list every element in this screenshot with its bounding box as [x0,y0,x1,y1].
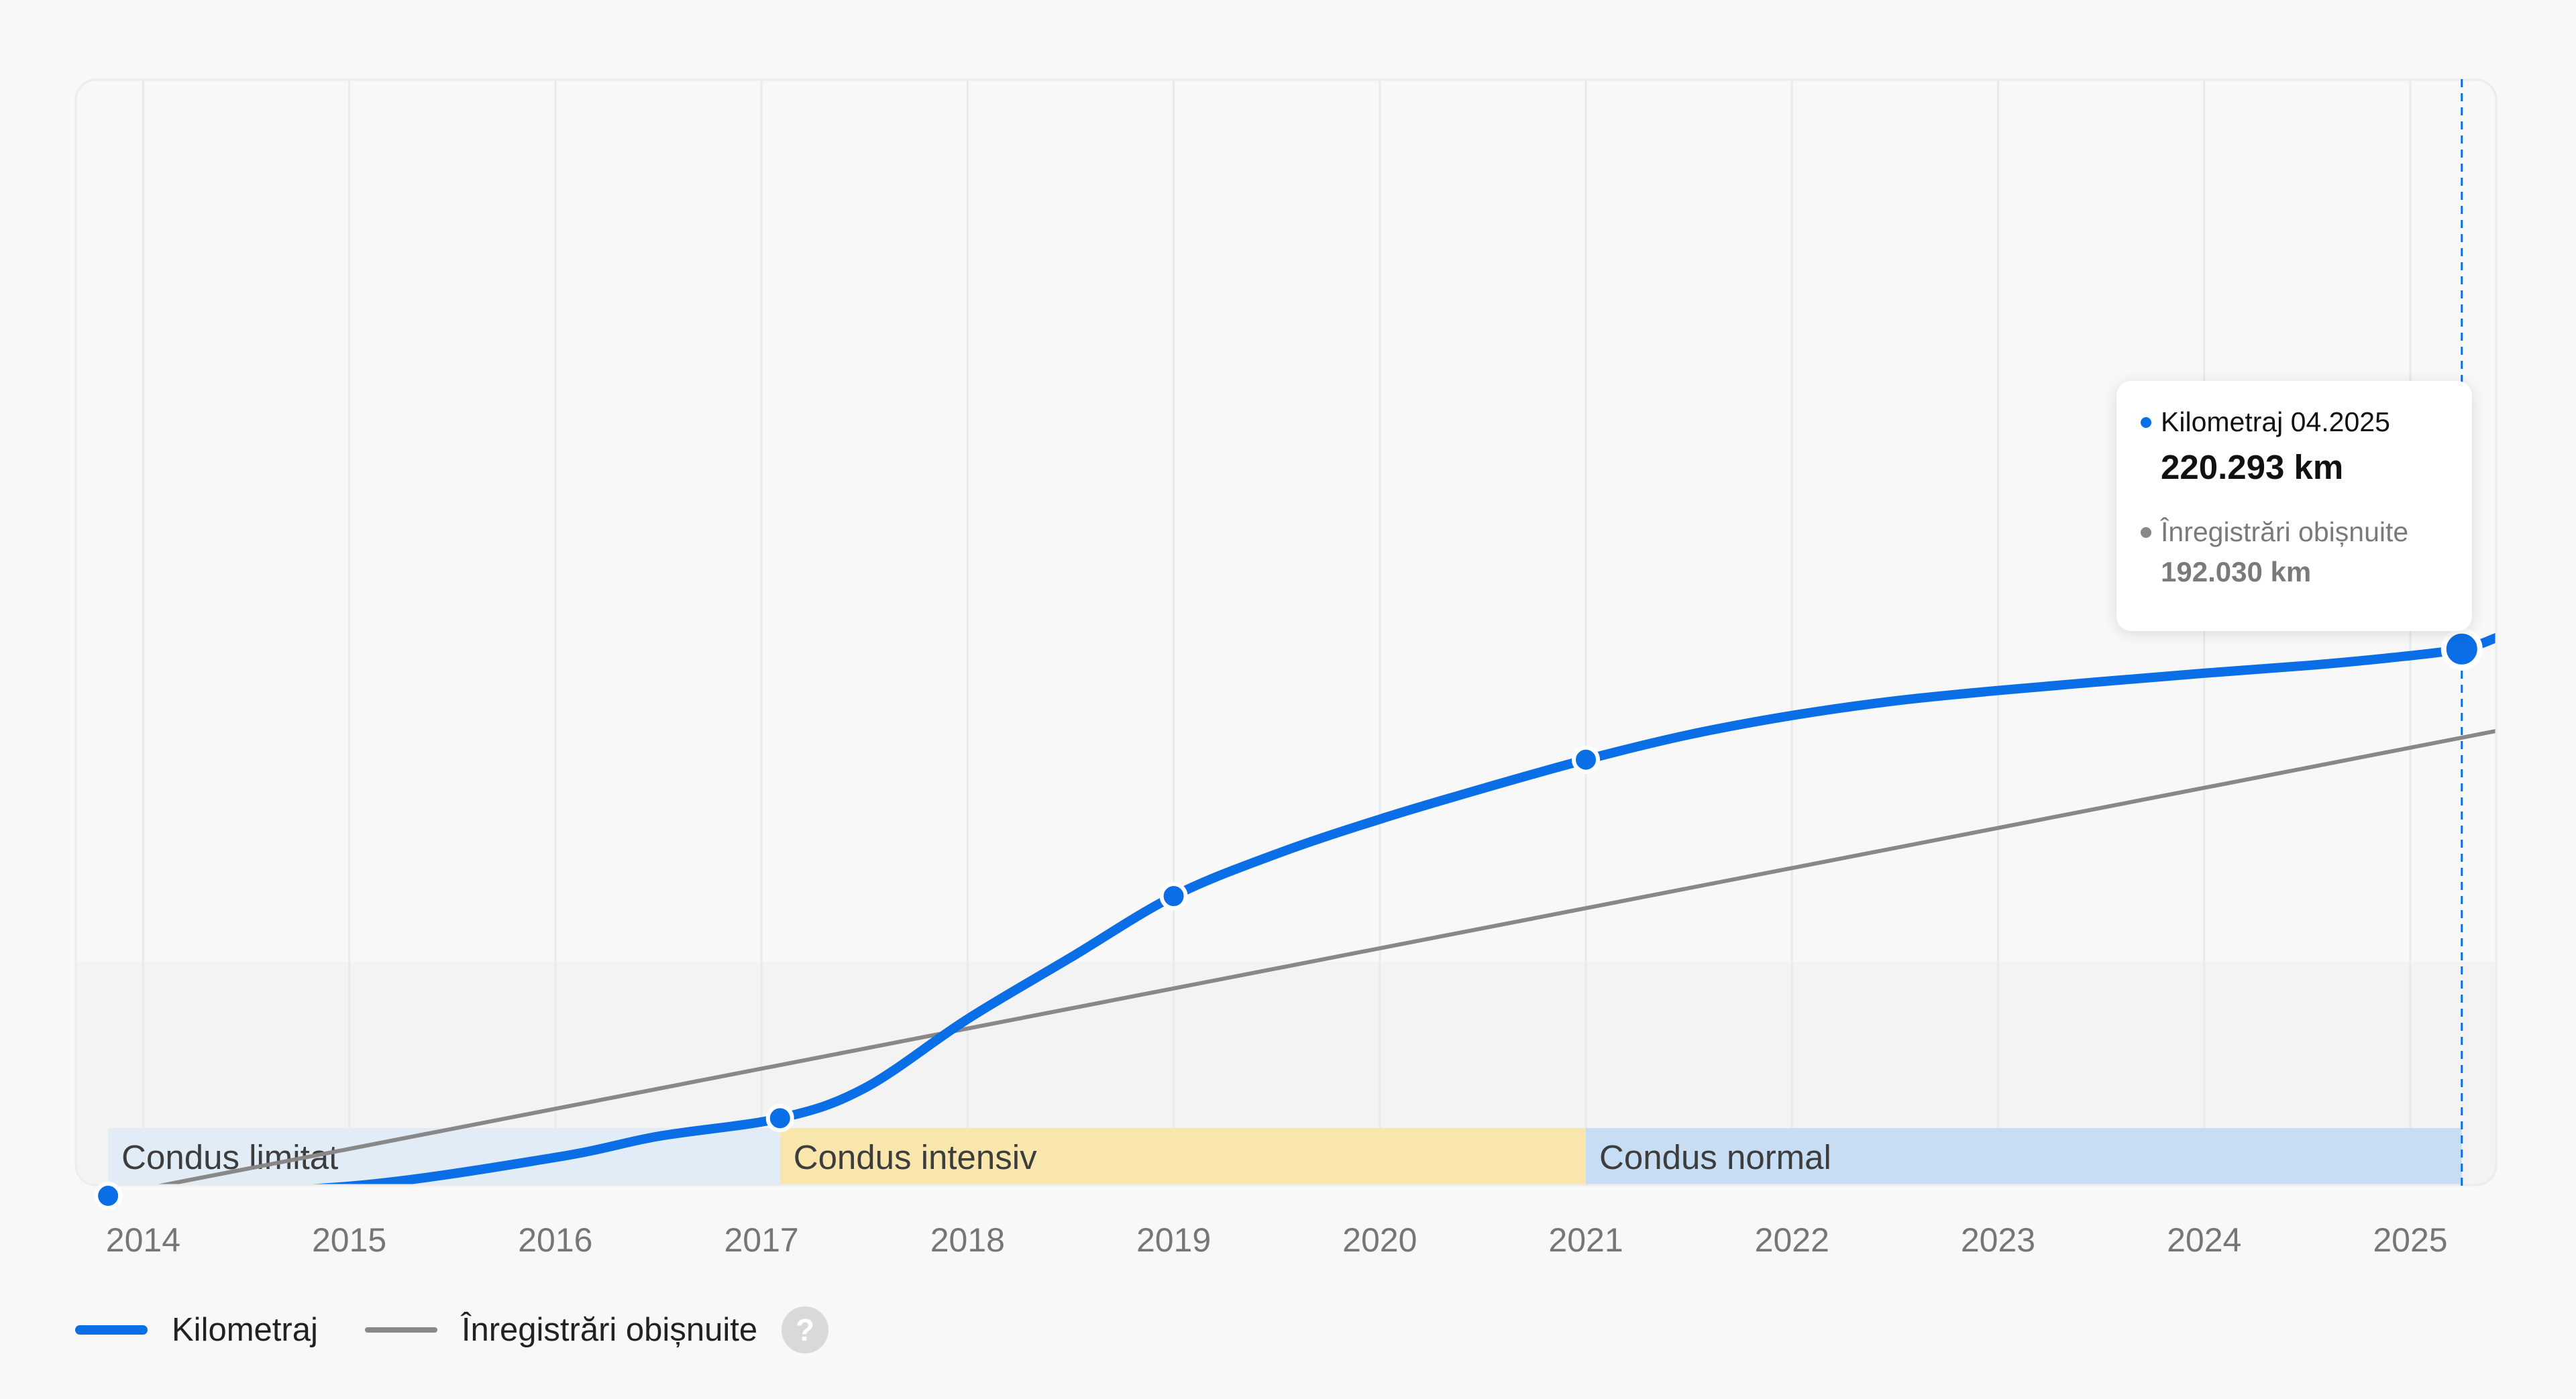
x-tick-label: 2018 [930,1221,1005,1259]
x-tick-label: 2025 [2373,1221,2447,1259]
plot-border [74,78,2498,1186]
tooltip-km-label: Kilometraj 04.2025 [2161,406,2390,437]
legend-typical-label: Înregistrări obișnuite [461,1312,758,1348]
x-tick-label: 2022 [1755,1221,1829,1259]
km-dot-icon [2141,416,2151,428]
band-segment [780,1128,1587,1186]
data-point [1159,882,1188,911]
data-point [1572,745,1601,774]
x-tick-label: 2024 [2167,1221,2241,1259]
x-tick-label: 2023 [1961,1221,2035,1259]
active-data-point [2440,628,2483,670]
help-icon[interactable]: ? [782,1306,829,1353]
band-label: Condus intensiv [794,1138,1037,1176]
legend-item-kilometraj[interactable]: Kilometraj [75,1311,318,1349]
legend-km-label: Kilometraj [172,1312,318,1348]
km-line-swatch [75,1325,148,1335]
x-tick-label: 2019 [1136,1221,1211,1259]
chart-tooltip: Kilometraj 04.2025 220.293 km Înregistră… [2116,381,2472,631]
x-tick-label: 2016 [518,1221,592,1259]
chart-legend: Kilometraj Înregistrări obișnuite ? [75,1303,829,1357]
band-segment [1586,1128,2462,1186]
x-tick-label: 2014 [106,1221,180,1259]
tooltip-typical-value: 192.030 km [2161,556,2312,587]
data-point [94,1182,123,1211]
band-label: Condus normal [1599,1138,1831,1176]
typical-dot-icon [2141,526,2151,538]
tooltip-km-value: 220.293 km [2161,448,2344,486]
x-tick-label: 2017 [724,1221,798,1259]
kilometraj-line [75,632,2497,1186]
x-tick-label: 2020 [1342,1221,1417,1259]
x-tick-label: 2015 [312,1221,386,1259]
data-point [765,1104,794,1133]
legend-item-typical[interactable]: Înregistrări obișnuite [364,1311,758,1349]
typical-records-line [106,728,2497,1186]
x-tick-label: 2021 [1548,1221,1623,1259]
typical-line-swatch [364,1327,437,1333]
tooltip-typical-label: Înregistrări obișnuite [2161,516,2409,547]
